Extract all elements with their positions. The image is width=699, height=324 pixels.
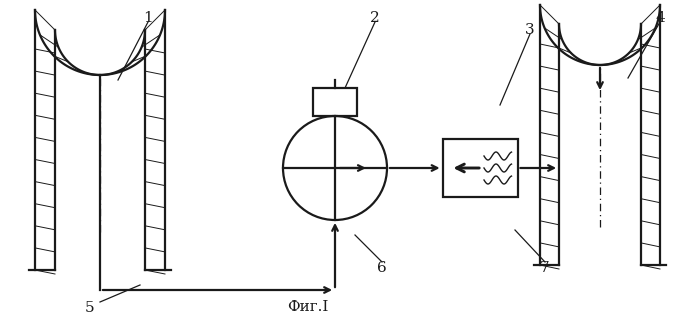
Text: 3: 3 [525,23,535,37]
Text: Фиг.I: Фиг.I [287,300,329,314]
Bar [442,139,517,197]
Text: 2: 2 [370,11,380,25]
Text: 5: 5 [85,301,95,315]
Bar [313,88,357,116]
Text: 1: 1 [143,11,153,25]
Text: 4: 4 [655,11,665,25]
Text: 6: 6 [377,261,387,275]
Text: 7: 7 [540,261,550,275]
